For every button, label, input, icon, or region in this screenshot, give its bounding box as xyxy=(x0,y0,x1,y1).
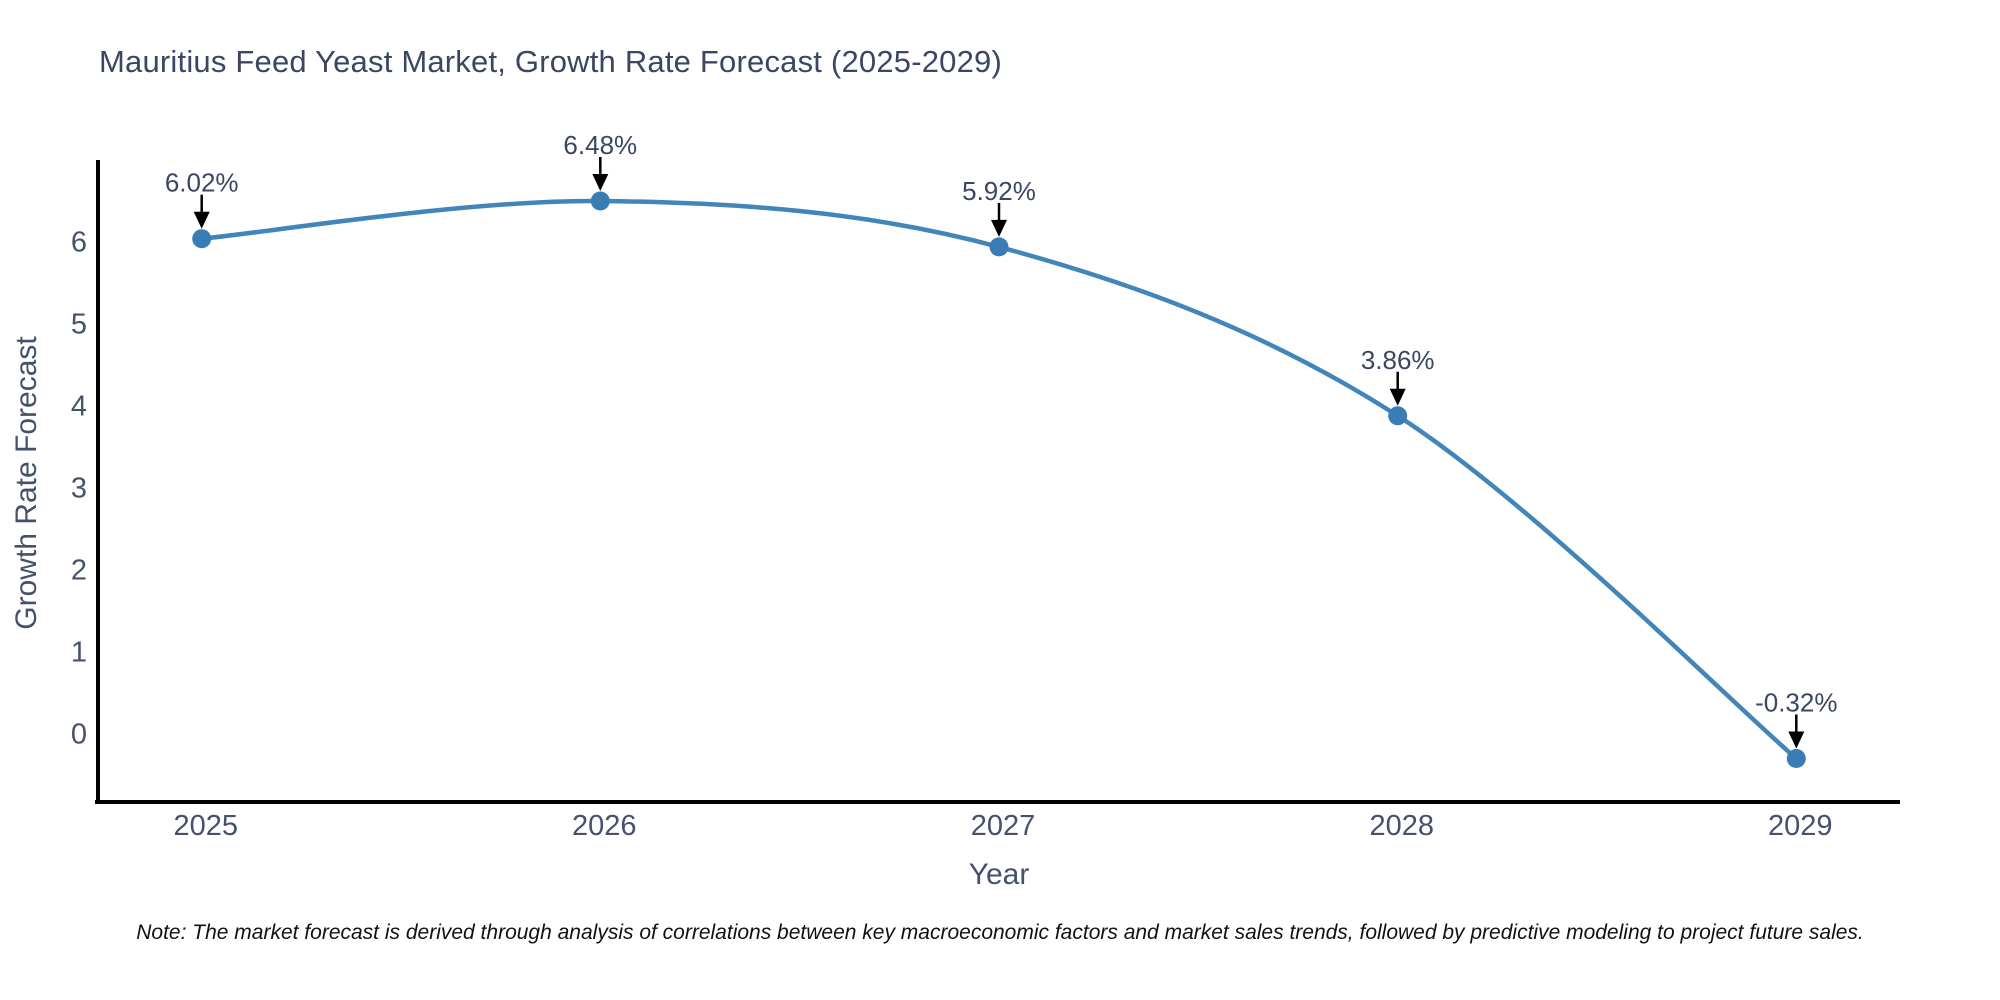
series-line xyxy=(199,198,1799,761)
annotation-arrowhead xyxy=(1389,388,1406,406)
data-point-marker[interactable] xyxy=(1786,749,1806,768)
data-point-marker[interactable] xyxy=(192,229,212,249)
y-tick-label: 3 xyxy=(71,472,87,504)
series-layer xyxy=(192,191,1806,768)
annotation-label: 3.86% xyxy=(1361,345,1435,375)
y-tick-label: 1 xyxy=(71,636,87,668)
annotation-arrowhead xyxy=(1788,731,1805,749)
annotation-label: -0.32% xyxy=(1755,688,1837,718)
y-tick-label: 4 xyxy=(71,390,87,422)
x-tick-label: 2027 xyxy=(971,810,1036,842)
annotation-label: 6.48% xyxy=(563,130,637,160)
axes-layer: 0 1 2 3 4 5 6 2025 2026 2027 2028 2029 xyxy=(71,160,1900,842)
chart-title: Mauritius Feed Yeast Market, Growth Rate… xyxy=(99,44,1003,79)
annotation-layer: 6.02% 6.48% 5.92% 3.86% -0.32% xyxy=(165,130,1837,749)
x-axis-title: Year xyxy=(968,858,1030,891)
data-point-marker[interactable] xyxy=(989,237,1009,257)
x-tick-label: 2026 xyxy=(572,810,637,842)
annotation-label: 5.92% xyxy=(962,176,1036,206)
annotation-arrowhead xyxy=(991,219,1007,237)
footnote: Note: The market forecast is derived thr… xyxy=(136,921,1864,944)
annotation-label: 6.02% xyxy=(165,168,239,198)
annotation-arrowhead xyxy=(592,174,609,191)
y-axis-title: Growth Rate Forecast xyxy=(10,336,43,630)
data-point-marker[interactable] xyxy=(590,191,610,211)
x-tick-label: 2029 xyxy=(1768,810,1833,842)
annotation-arrowhead xyxy=(193,211,210,229)
x-tick-label: 2025 xyxy=(173,810,238,842)
y-tick-label: 6 xyxy=(71,226,87,258)
y-tick-label: 0 xyxy=(71,718,87,750)
y-tick-label: 2 xyxy=(71,554,87,586)
x-tick-label: 2028 xyxy=(1369,810,1434,842)
data-point-marker[interactable] xyxy=(1388,406,1408,426)
y-tick-label: 5 xyxy=(71,308,87,340)
